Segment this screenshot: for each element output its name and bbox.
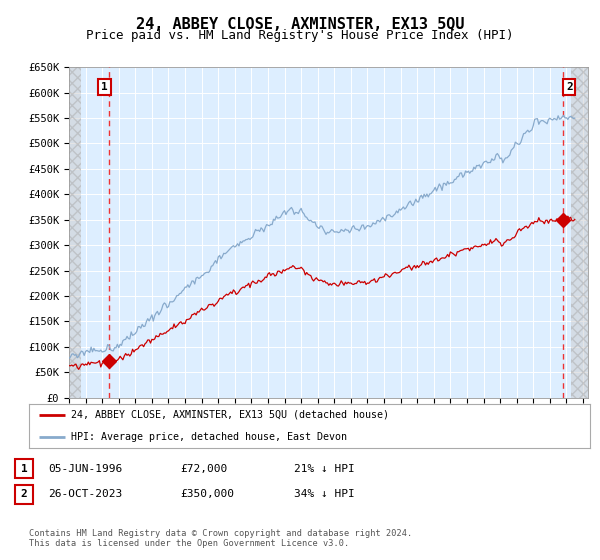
Text: 24, ABBEY CLOSE, AXMINSTER, EX13 5QU: 24, ABBEY CLOSE, AXMINSTER, EX13 5QU [136,17,464,32]
Text: £72,000: £72,000 [180,464,227,474]
Text: 24, ABBEY CLOSE, AXMINSTER, EX13 5QU (detached house): 24, ABBEY CLOSE, AXMINSTER, EX13 5QU (de… [71,410,389,420]
Text: 2: 2 [20,489,28,500]
Text: 21% ↓ HPI: 21% ↓ HPI [294,464,355,474]
Text: 1: 1 [20,464,28,474]
Text: HPI: Average price, detached house, East Devon: HPI: Average price, detached house, East… [71,432,347,442]
Text: 26-OCT-2023: 26-OCT-2023 [48,489,122,500]
Text: Price paid vs. HM Land Registry's House Price Index (HPI): Price paid vs. HM Land Registry's House … [86,29,514,42]
Text: 1: 1 [101,82,108,92]
Text: £350,000: £350,000 [180,489,234,500]
Text: 2: 2 [566,82,572,92]
Text: Contains HM Land Registry data © Crown copyright and database right 2024.
This d: Contains HM Land Registry data © Crown c… [29,529,412,548]
Text: 34% ↓ HPI: 34% ↓ HPI [294,489,355,500]
Text: 05-JUN-1996: 05-JUN-1996 [48,464,122,474]
